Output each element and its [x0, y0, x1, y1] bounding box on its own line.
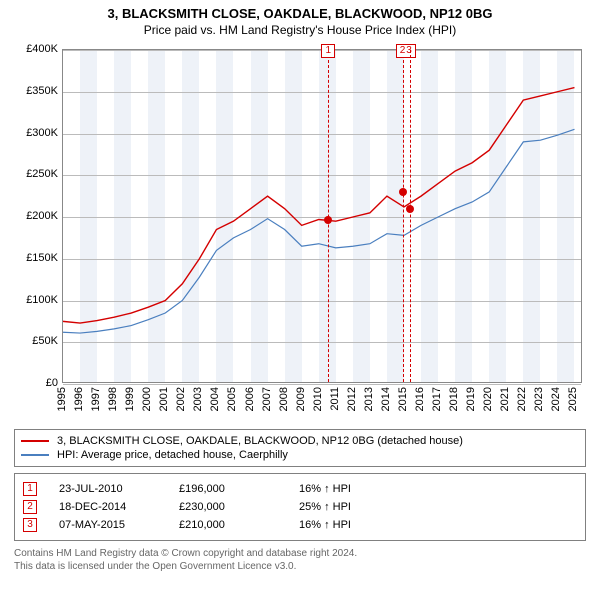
series-layer [63, 50, 583, 384]
sale-date: 18-DEC-2014 [59, 501, 179, 513]
x-tick-label: 2017 [431, 387, 443, 411]
series-price_paid [63, 88, 574, 323]
footer-line: Contains HM Land Registry data © Crown c… [14, 547, 586, 560]
x-tick-label: 2021 [499, 387, 511, 411]
x-tick-label: 2025 [567, 387, 579, 411]
sale-date: 23-JUL-2010 [59, 483, 179, 495]
sale-price: £196,000 [179, 483, 299, 495]
sale-marker-label: 23 [396, 44, 416, 58]
x-tick-label: 2004 [209, 387, 221, 411]
sale-diff: 16% ↑ HPI [299, 519, 577, 531]
legend-swatch [21, 454, 49, 456]
y-tick-label: £0 [10, 377, 58, 389]
legend-item: 3, BLACKSMITH CLOSE, OAKDALE, BLACKWOOD,… [21, 434, 579, 448]
plot-area: 123 [62, 49, 582, 383]
sale-rule [403, 50, 404, 382]
x-tick-label: 1999 [124, 387, 136, 411]
legend-item: HPI: Average price, detached house, Caer… [21, 448, 579, 462]
legend: 3, BLACKSMITH CLOSE, OAKDALE, BLACKWOOD,… [14, 429, 586, 467]
sale-num: 3 [23, 518, 37, 532]
sale-date: 07-MAY-2015 [59, 519, 179, 531]
x-tick-label: 2001 [158, 387, 170, 411]
x-tick-label: 2019 [465, 387, 477, 411]
x-tick-label: 2023 [533, 387, 545, 411]
page-subtitle: Price paid vs. HM Land Registry's House … [0, 23, 600, 37]
legend-label: HPI: Average price, detached house, Caer… [57, 449, 288, 461]
sale-num: 1 [23, 482, 37, 496]
sale-row: 1 23-JUL-2010£196,00016% ↑ HPI [23, 480, 577, 498]
y-tick-label: £150K [10, 252, 58, 264]
sale-price: £210,000 [179, 519, 299, 531]
sale-point [406, 205, 414, 213]
footer-line: This data is licensed under the Open Gov… [14, 560, 586, 573]
sale-rule [410, 50, 411, 382]
x-tick-label: 2006 [244, 387, 256, 411]
footer: Contains HM Land Registry data © Crown c… [14, 547, 586, 573]
x-tick-label: 2022 [516, 387, 528, 411]
sale-price: £230,000 [179, 501, 299, 513]
x-tick-label: 2009 [295, 387, 307, 411]
sale-num: 2 [23, 500, 37, 514]
sale-diff: 25% ↑ HPI [299, 501, 577, 513]
x-tick-label: 2002 [175, 387, 187, 411]
gridline [63, 384, 581, 385]
sale-row: 3 07-MAY-2015£210,00016% ↑ HPI [23, 516, 577, 534]
y-tick-label: £50K [10, 335, 58, 347]
sale-marker-label: 1 [321, 44, 335, 58]
x-tick-label: 2000 [141, 387, 153, 411]
x-tick-label: 2012 [346, 387, 358, 411]
page-title: 3, BLACKSMITH CLOSE, OAKDALE, BLACKWOOD,… [0, 6, 600, 21]
sale-row: 2 18-DEC-2014£230,00025% ↑ HPI [23, 498, 577, 516]
y-tick-label: £350K [10, 85, 58, 97]
x-tick-label: 2015 [397, 387, 409, 411]
sale-point [399, 188, 407, 196]
x-tick-label: 2010 [312, 387, 324, 411]
x-tick-label: 2018 [448, 387, 460, 411]
sale-diff: 16% ↑ HPI [299, 483, 577, 495]
sales-table: 123-JUL-2010£196,00016% ↑ HPI218-DEC-201… [14, 473, 586, 541]
y-tick-label: £100K [10, 294, 58, 306]
x-tick-label: 2005 [226, 387, 238, 411]
sale-point [324, 216, 332, 224]
x-tick-label: 2011 [329, 387, 341, 411]
x-tick-label: 2014 [380, 387, 392, 411]
x-tick-label: 1996 [73, 387, 85, 411]
x-tick-label: 2007 [261, 387, 273, 411]
y-tick-label: £300K [10, 127, 58, 139]
x-tick-label: 2020 [482, 387, 494, 411]
x-tick-label: 2016 [414, 387, 426, 411]
x-tick-label: 2008 [278, 387, 290, 411]
legend-swatch [21, 440, 49, 442]
x-tick-label: 2013 [363, 387, 375, 411]
series-hpi [63, 129, 574, 333]
price-chart: 123 £0£50K£100K£150K£200K£250K£300K£350K… [12, 43, 592, 423]
x-tick-label: 1998 [107, 387, 119, 411]
y-tick-label: £250K [10, 168, 58, 180]
x-tick-label: 2024 [550, 387, 562, 411]
legend-label: 3, BLACKSMITH CLOSE, OAKDALE, BLACKWOOD,… [57, 435, 463, 447]
x-tick-label: 1997 [90, 387, 102, 411]
x-tick-label: 1995 [56, 387, 68, 411]
y-tick-label: £200K [10, 210, 58, 222]
y-tick-label: £400K [10, 43, 58, 55]
x-tick-label: 2003 [192, 387, 204, 411]
